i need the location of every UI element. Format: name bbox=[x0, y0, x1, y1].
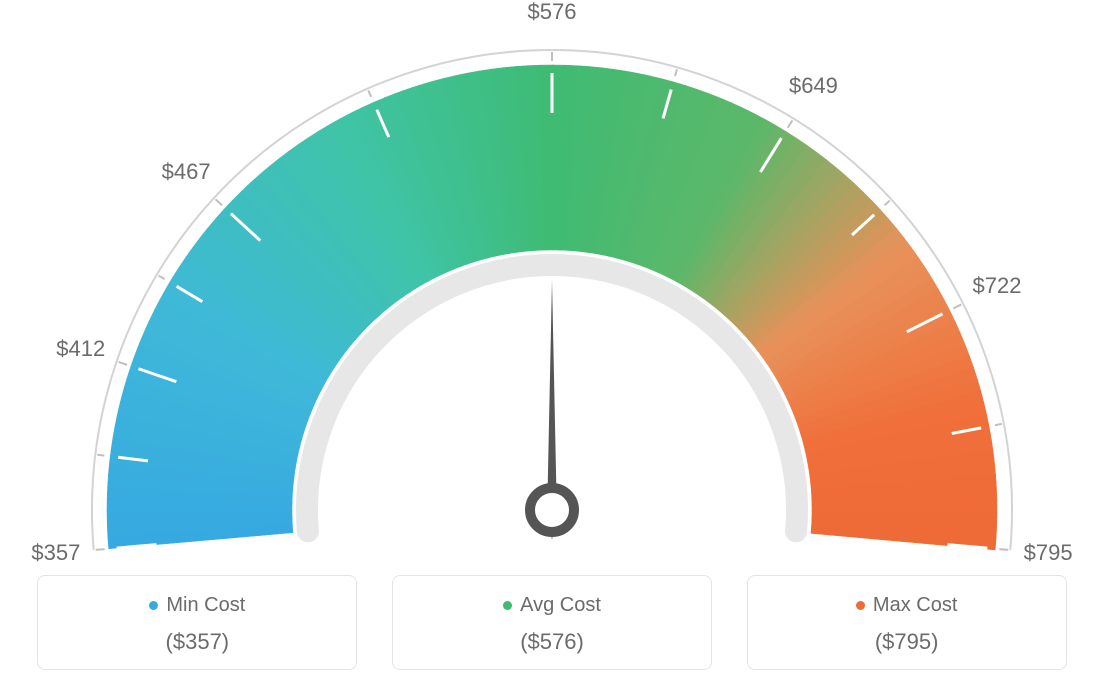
tick-label: $412 bbox=[56, 336, 105, 362]
summary-card: Max Cost ($795) bbox=[747, 575, 1067, 670]
card-title: Min Cost bbox=[48, 594, 346, 617]
tick-outer bbox=[119, 362, 128, 365]
tick-minor-outer bbox=[995, 424, 1002, 425]
tick-outer bbox=[216, 199, 223, 205]
tick-outer bbox=[96, 549, 105, 550]
tick-outer bbox=[999, 549, 1008, 550]
tick-label: $467 bbox=[162, 159, 211, 185]
tick-label: $357 bbox=[31, 540, 80, 566]
tick-outer bbox=[953, 304, 961, 308]
tick-outer bbox=[788, 120, 793, 128]
summary-cards: Min Cost ($357) Avg Cost ($576) Max Cost ($79… bbox=[0, 575, 1104, 670]
gauge-chart-container: $357 $412 $467 $576 $649 $722 $795 Min Cost ($3… bbox=[0, 0, 1104, 690]
tick-minor-outer bbox=[675, 69, 677, 76]
card-title: Avg Cost bbox=[403, 594, 701, 617]
card-value: ($357) bbox=[48, 629, 346, 655]
tick-label: $795 bbox=[1024, 540, 1073, 566]
gauge-svg bbox=[0, 0, 1104, 560]
tick-minor-outer bbox=[885, 201, 890, 206]
tick-label: $576 bbox=[528, 0, 577, 25]
tick-minor-outer bbox=[159, 276, 165, 280]
card-dot-icon bbox=[503, 601, 512, 610]
tick-minor-outer bbox=[97, 455, 104, 456]
card-title: Max Cost bbox=[758, 594, 1056, 617]
summary-card: Avg Cost ($576) bbox=[392, 575, 712, 670]
gauge-area: $357$412$467$576$649$722$795 bbox=[0, 0, 1104, 560]
card-label: Min Cost bbox=[166, 594, 245, 616]
tick-label: $722 bbox=[973, 273, 1022, 299]
summary-card: Min Cost ($357) bbox=[37, 575, 357, 670]
card-dot-icon bbox=[149, 601, 158, 610]
card-value: ($576) bbox=[403, 629, 701, 655]
card-label: Max Cost bbox=[873, 594, 957, 616]
needle-hub bbox=[530, 488, 574, 532]
card-value: ($795) bbox=[758, 629, 1056, 655]
card-dot-icon bbox=[856, 601, 865, 610]
tick-label: $649 bbox=[789, 73, 838, 99]
tick-minor-outer bbox=[368, 90, 371, 96]
card-label: Avg Cost bbox=[520, 594, 601, 616]
